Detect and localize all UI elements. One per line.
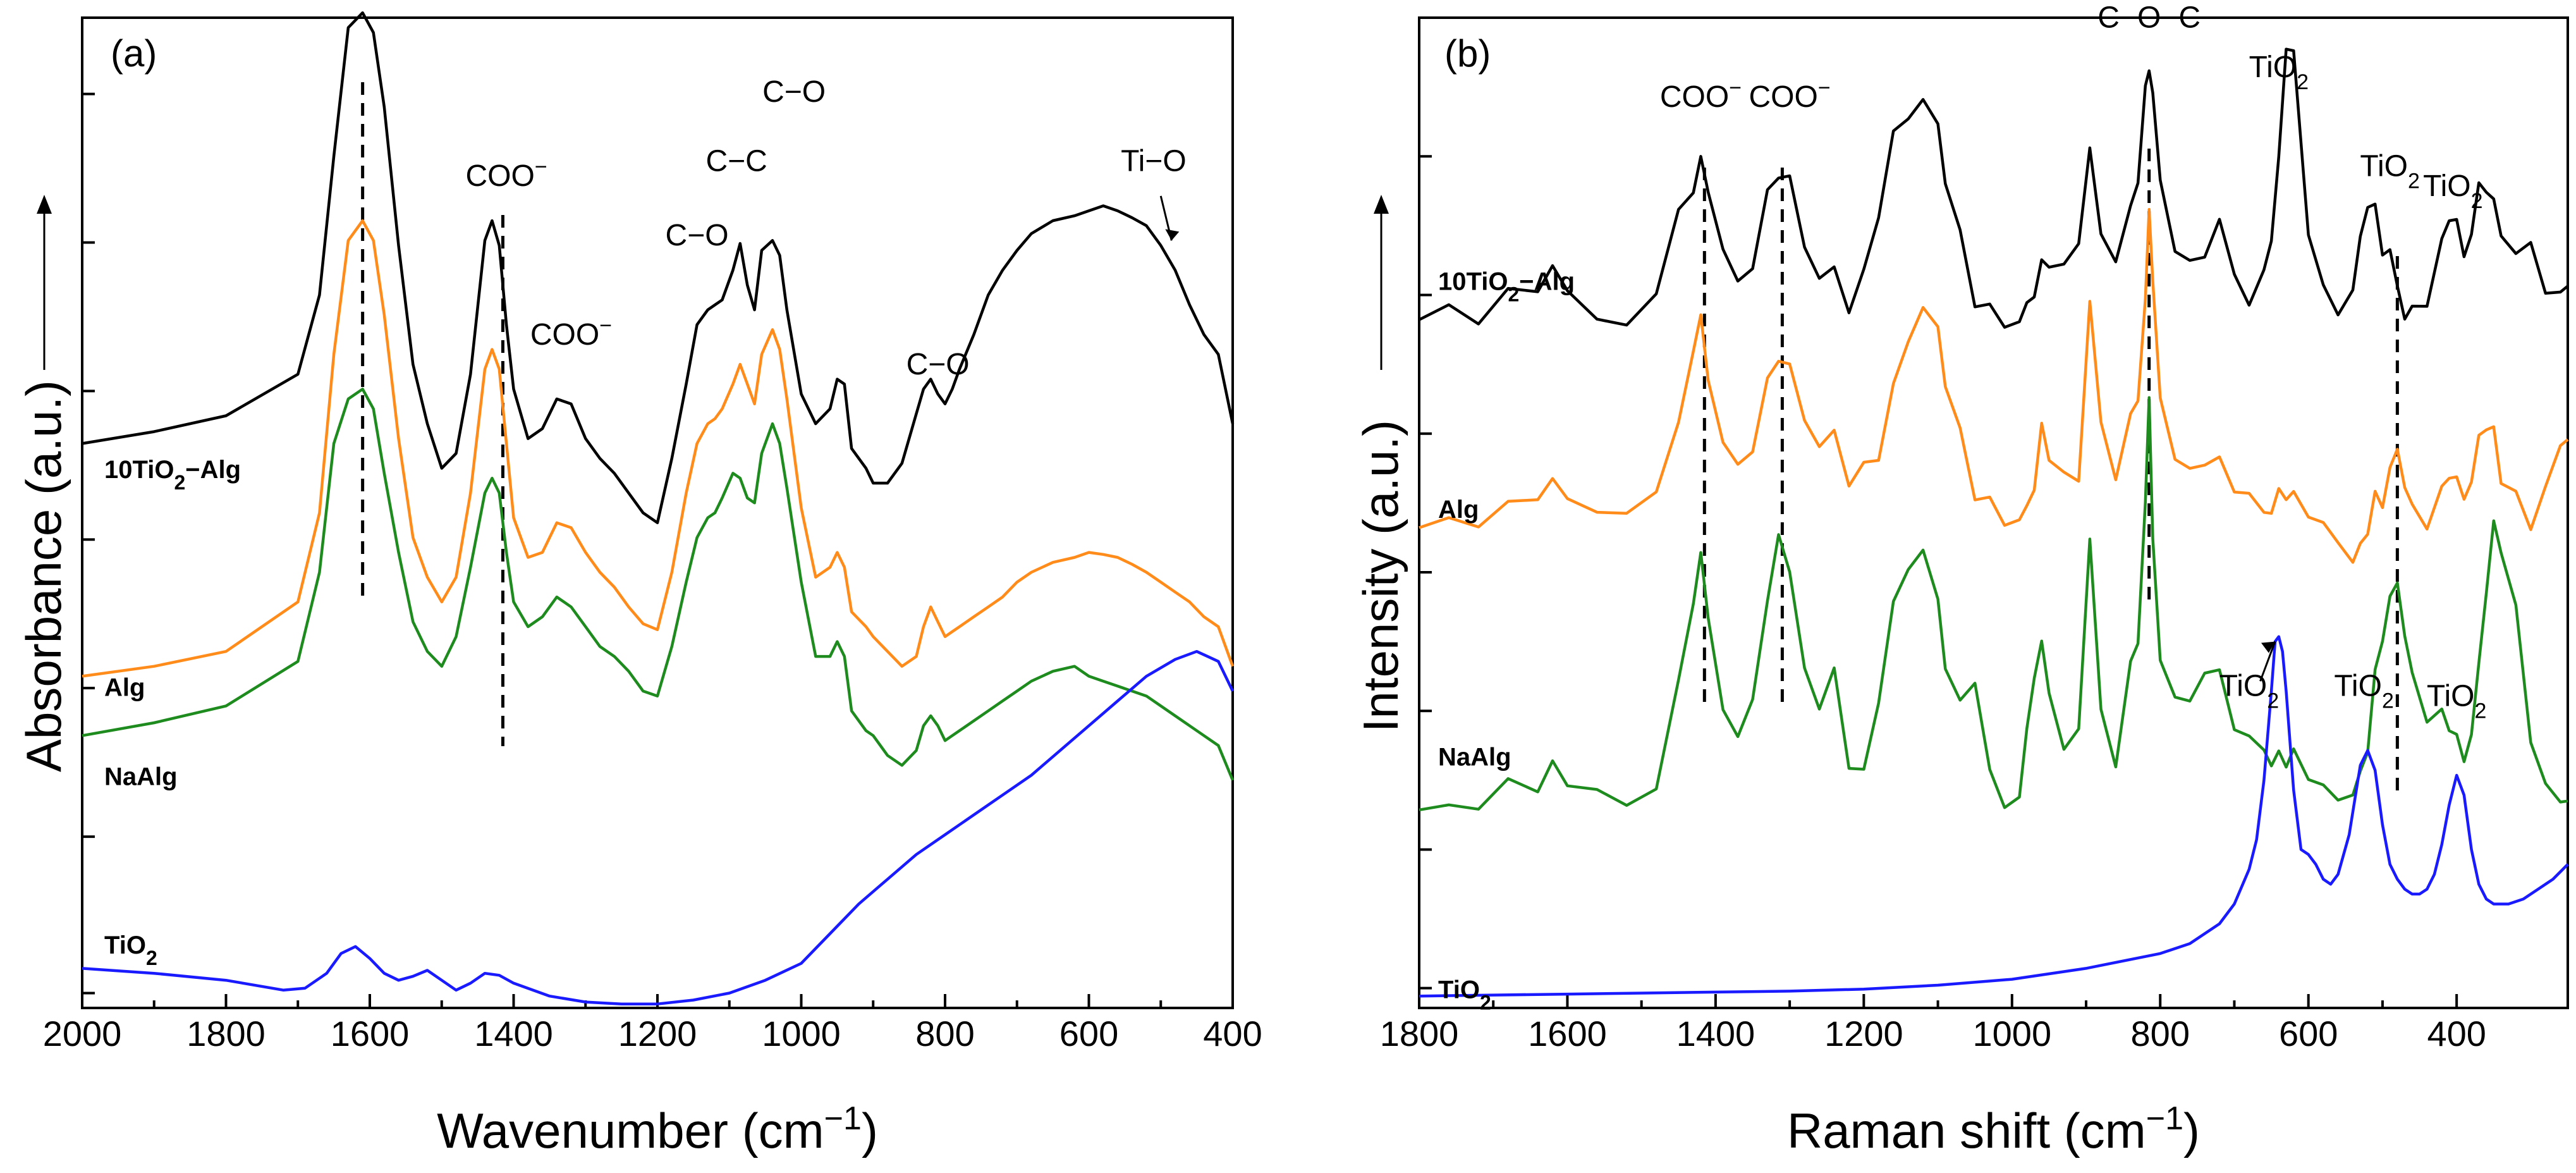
x-axis-label: Wavenumber (cm−1): [437, 1100, 878, 1158]
series-label-alg: Alg: [1438, 496, 1479, 524]
panel-label: (a): [111, 32, 157, 75]
series-label-naalg: NaAlg: [104, 763, 178, 791]
series-10tio2-alg: [82, 11, 1235, 524]
series-label-10tio2-alg: 10TiO2−Alg: [1438, 268, 1575, 306]
peak-annotation: C−C: [705, 145, 767, 178]
x-tick-label: 600: [1059, 1014, 1118, 1053]
series-naalg: [1419, 396, 2568, 812]
series-10tio2-alg: [1418, 47, 2569, 329]
x-tick-label: 1600: [1528, 1014, 1607, 1053]
x-tick-label: 800: [915, 1014, 974, 1053]
peak-annotation: TiO2: [2334, 670, 2393, 713]
peak-annotation: C−O: [666, 219, 729, 252]
y-axis-label: Intensity (a.u.): [1353, 420, 1408, 732]
x-axis-label-text: Wavenumber (cm: [437, 1103, 824, 1158]
annotation-arrowhead: [2261, 641, 2275, 653]
plot-frame: [81, 16, 1234, 1009]
peak-annotation: TiO2: [2360, 150, 2419, 193]
x-tick-label: 1000: [762, 1014, 841, 1053]
series-label-naalg: NaAlg: [1438, 743, 1511, 771]
series-label-tio2: TiO2: [1438, 976, 1491, 1014]
y-axis-arrowhead: [1374, 195, 1389, 214]
x-tick-label: 1200: [1824, 1014, 1903, 1053]
series-tio2: [82, 649, 1235, 1005]
x-tick-label: 2000: [43, 1014, 122, 1053]
x-tick-label: 1200: [618, 1014, 697, 1053]
x-tick-label: 800: [2131, 1014, 2190, 1053]
chart-panel-a: 2000 1800 1600 1400 1200 1000 800 600 400 (a) Wave…: [16, 11, 1262, 1158]
chart-panel-b: 1800 1600 1400 1200 1000 800 600 400 (b) Raman sh…: [1353, 1, 2569, 1158]
peak-annotation: C−O: [762, 75, 826, 109]
series-alg: [82, 219, 1235, 678]
peak-annotation: COO−: [1660, 76, 1742, 114]
series-label-10tio2-alg: 10TiO2−Alg: [104, 456, 241, 494]
x-tick-label: 1600: [331, 1014, 410, 1053]
x-axis-label-exponent: −1: [2146, 1100, 2183, 1137]
x-tick-label: 400: [2427, 1014, 2486, 1053]
peak-annotation: TiO2: [2423, 169, 2482, 213]
x-tick-label: 1400: [474, 1014, 553, 1053]
y-axis-label: Absorbance (a.u.): [16, 380, 71, 772]
peak-annotation: C−O−C: [2097, 1, 2201, 35]
annotation-arrowhead: [1165, 229, 1180, 241]
x-axis-label-close: ): [2183, 1103, 2200, 1158]
peak-annotation: TiO2: [2249, 51, 2309, 94]
x-tick-label: 1800: [1380, 1014, 1459, 1053]
panel-label: (b): [1444, 32, 1491, 75]
x-tick-label: 600: [2279, 1014, 2338, 1053]
series-naalg: [82, 388, 1235, 781]
peak-annotation: COO−: [1749, 76, 1831, 114]
x-axis-label-close: ): [862, 1103, 878, 1158]
x-axis-label-exponent: −1: [824, 1100, 862, 1137]
series-label-alg: Alg: [104, 674, 145, 702]
peak-annotation: Ti−O: [1121, 145, 1187, 178]
x-axis-label: Raman shift (cm−1): [1787, 1100, 2200, 1158]
peak-annotation: TiO2: [2219, 670, 2279, 713]
peak-annotation: C−O: [906, 348, 970, 381]
annotation-arrow: [2259, 641, 2276, 682]
x-tick-label: 400: [1203, 1014, 1262, 1053]
x-tick-label: 1000: [1973, 1014, 2052, 1053]
peak-annotation: TiO2: [2427, 679, 2486, 723]
series-tio2: [1419, 635, 2569, 998]
peak-annotation: COO−: [466, 155, 547, 193]
peak-annotation: COO−: [530, 314, 612, 352]
x-axis-label-text: Raman shift (cm: [1787, 1103, 2146, 1158]
y-axis-arrowhead: [37, 195, 52, 214]
plot-frame: [1418, 16, 2569, 1009]
series-label-tio2: TiO2: [104, 931, 157, 969]
x-tick-label: 1800: [186, 1014, 266, 1053]
series-alg: [1419, 207, 2569, 564]
x-tick-label: 1400: [1676, 1014, 1755, 1053]
